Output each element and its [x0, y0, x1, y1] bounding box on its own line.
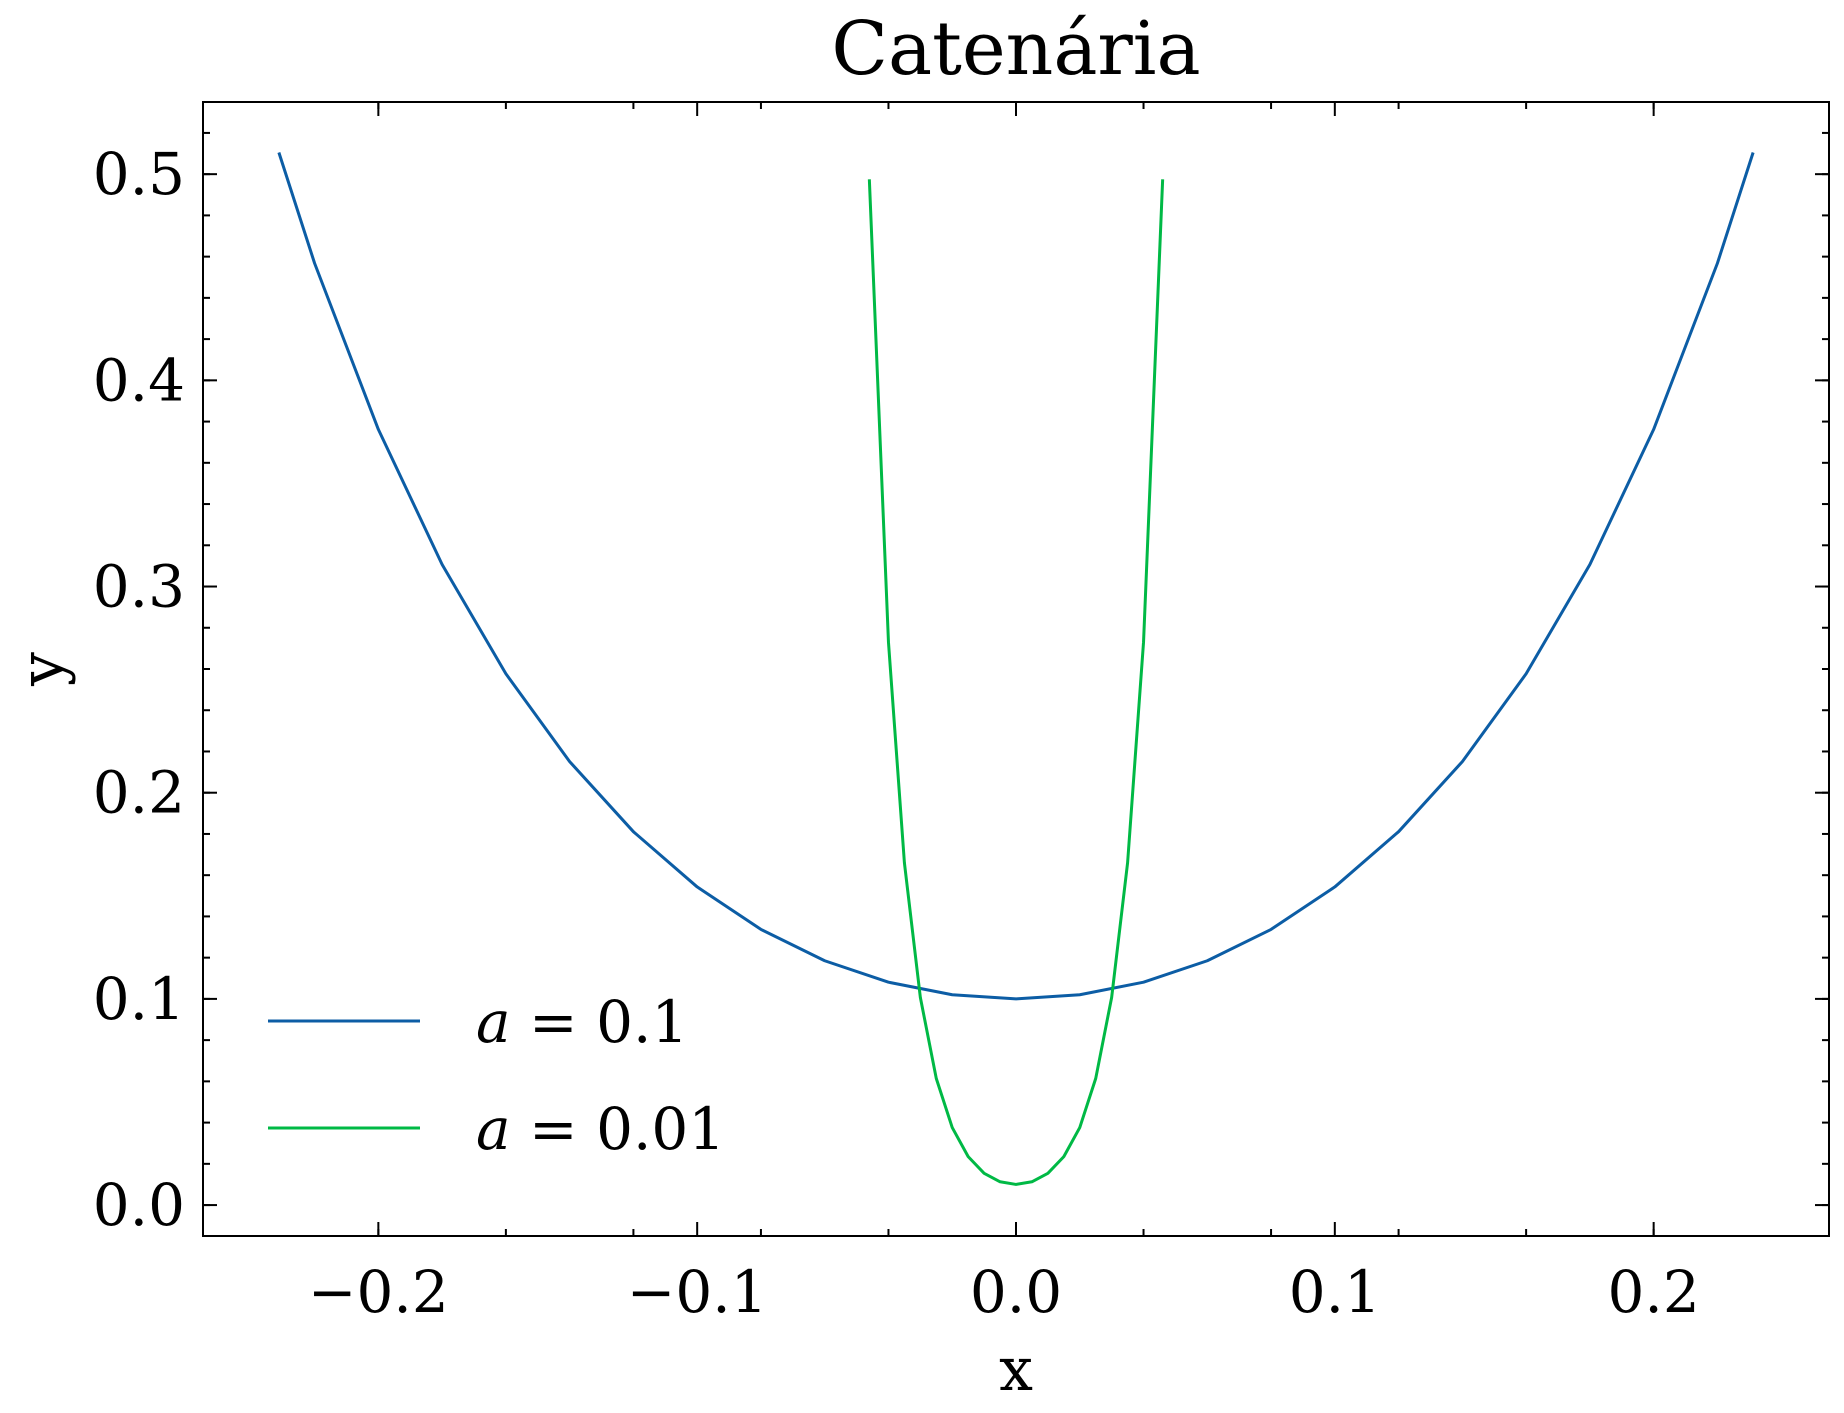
plot-frame [202, 101, 1830, 1237]
legend-value: = 0.1 [511, 988, 689, 1056]
series-layer [277, 152, 1755, 1186]
x-tick-label: −0.2 [308, 1258, 449, 1326]
legend: a = 0.1 a = 0.01 [268, 988, 725, 1163]
x-tick-label: −0.1 [627, 1258, 768, 1326]
ticks-layer: −0.2 −0.1 0.0 0.1 0.2 0.0 0.1 0.2 0.3 0.4 0.5 [93, 102, 1829, 1326]
plot-area: −0.2 −0.1 0.0 0.1 0.2 0.0 0.1 0.2 0.3 0.4 0.5 [93, 101, 1830, 1326]
series-line-a-0-1 [277, 152, 1755, 1001]
y-tick-label: 0.3 [93, 553, 185, 621]
x-tick-label: 0.0 [970, 1258, 1062, 1326]
x-tick-label: 0.2 [1608, 1258, 1700, 1326]
x-tick-label: 0.1 [1289, 1258, 1381, 1326]
series-line-a-0-01 [867, 179, 1165, 1186]
chart-title: Catenária [831, 6, 1200, 92]
legend-label-a-0-1: a = 0.1 [476, 988, 688, 1056]
legend-value: = 0.01 [511, 1095, 726, 1163]
y-tick-label: 0.2 [93, 759, 185, 827]
x-axis-label: x [999, 1335, 1033, 1405]
y-axis-label: y [7, 652, 77, 687]
legend-label-a-0-01: a = 0.01 [476, 1095, 725, 1163]
y-tick-label: 0.1 [93, 965, 185, 1033]
legend-var: a [476, 1095, 511, 1163]
y-tick-label: 0.4 [93, 346, 185, 414]
y-tick-label: 0.0 [93, 1171, 185, 1239]
legend-var: a [476, 988, 511, 1056]
y-tick-label: 0.5 [93, 140, 185, 208]
